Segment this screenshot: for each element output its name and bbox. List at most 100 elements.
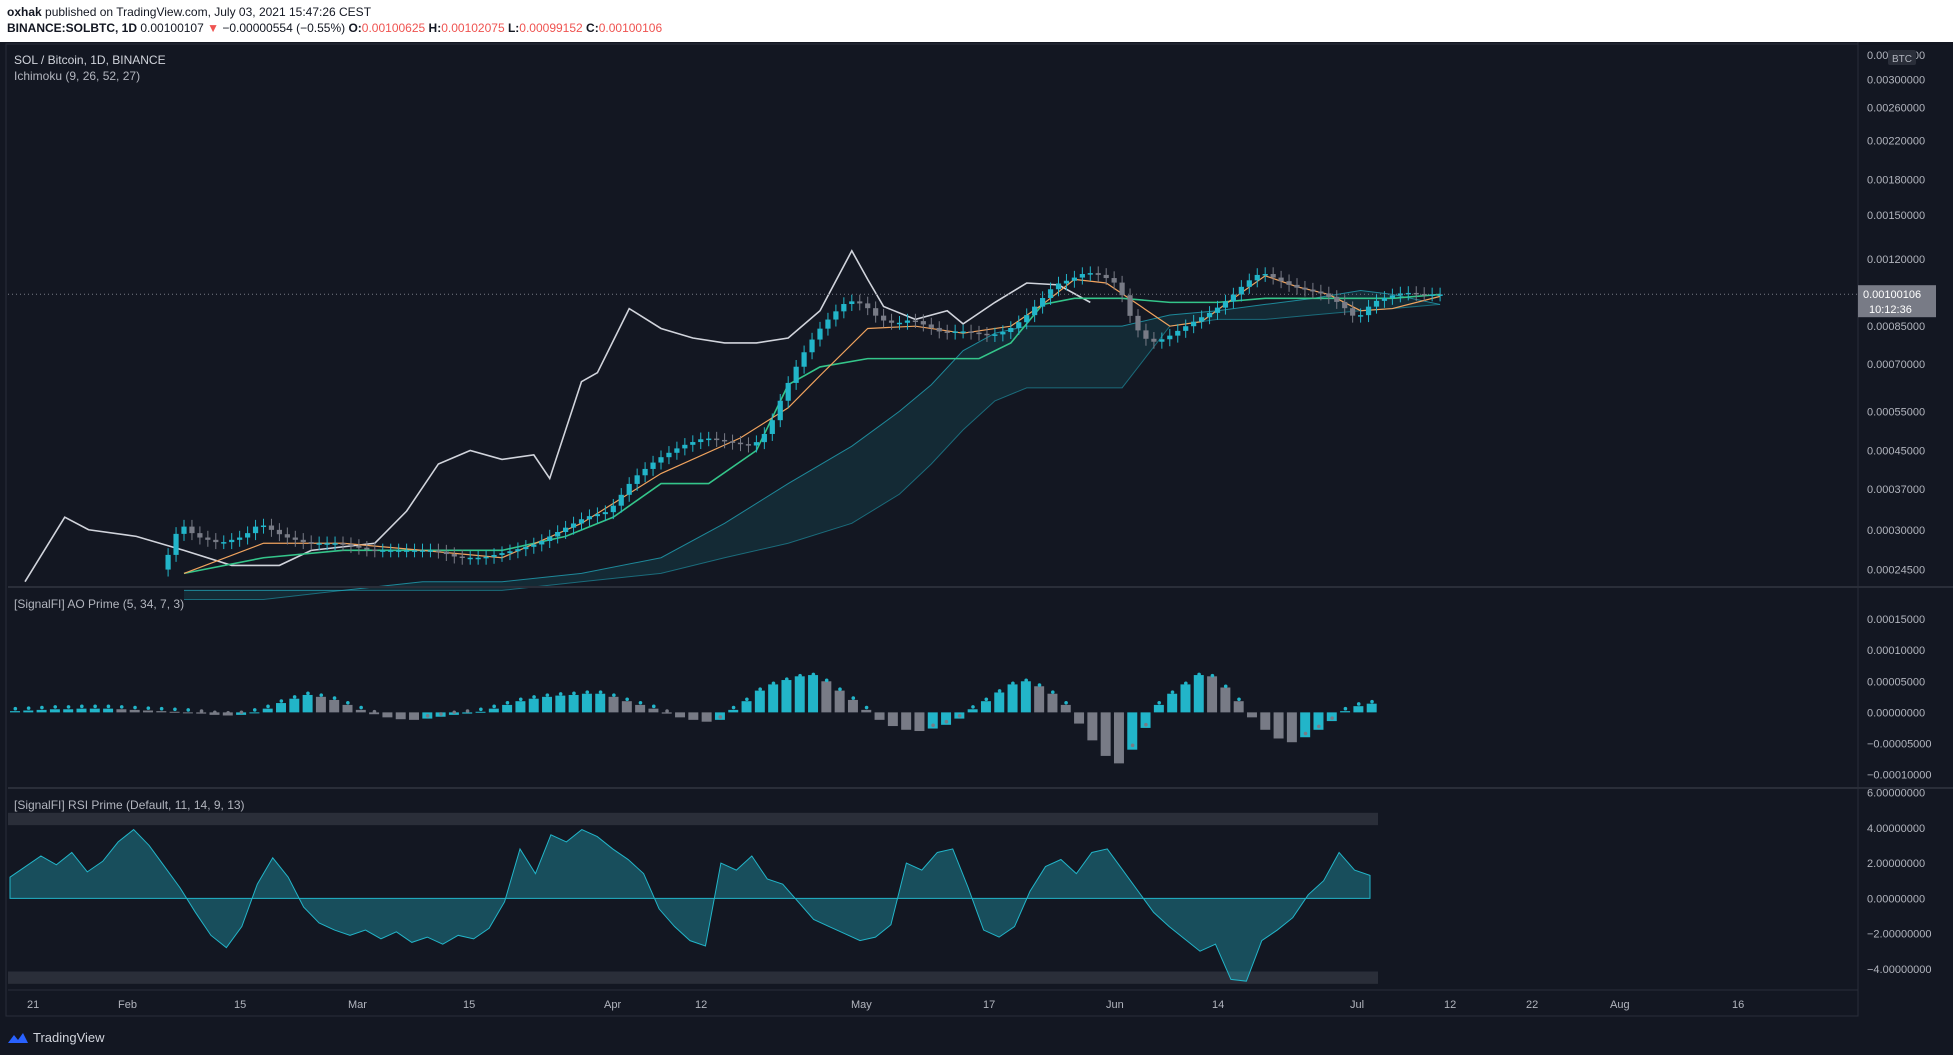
ao-signal-dot <box>213 710 217 715</box>
ao-bar <box>781 680 792 713</box>
candle-body <box>714 438 720 441</box>
ao-bar <box>1087 712 1098 741</box>
ao-bar <box>1340 711 1351 713</box>
close-value: 0.00100106 <box>598 21 663 35</box>
currency-label: BTC <box>1892 54 1912 65</box>
ao-bar <box>1286 712 1297 743</box>
lagging-span-line <box>24 249 1091 583</box>
candle-body <box>1318 291 1324 294</box>
candle-body <box>467 557 473 560</box>
candle-body <box>491 554 497 557</box>
ao-signal-dot <box>864 705 869 710</box>
candle-body <box>841 304 847 312</box>
candle-body <box>1127 295 1133 316</box>
publish-line: oxhak published on TradingView.com, July… <box>7 5 371 19</box>
price-axis-tick: 0.00037000 <box>1867 484 1925 496</box>
candle-body <box>1159 339 1165 342</box>
candle-body <box>944 331 950 333</box>
candle-body <box>1389 295 1395 298</box>
candle-body <box>539 541 545 545</box>
candle-body <box>252 526 259 534</box>
ao-signal-dot <box>1130 743 1135 748</box>
ao-bar <box>1113 712 1124 764</box>
ao-signal-dot <box>1184 681 1188 686</box>
price-axis-tick: 0.00220000 <box>1867 135 1925 147</box>
candle-body <box>1183 326 1189 331</box>
ao-signal-dot <box>119 705 124 709</box>
ao-signal-dot <box>758 687 762 692</box>
ao-bar <box>887 712 898 727</box>
ao-bar <box>129 709 140 713</box>
price-axis-tick: 0.00150000 <box>1867 210 1925 222</box>
ao-signal-dot <box>1343 706 1348 711</box>
candle-body <box>610 505 616 513</box>
price-pane[interactable]: SOL / Bitcoin, 1D, BINANCE Ichimoku (9, 2… <box>8 53 1858 600</box>
ao-bar <box>169 711 180 713</box>
candle-body <box>1413 292 1419 295</box>
price-axis-tick: 0.00085000 <box>1867 321 1925 333</box>
ao-bar <box>1047 693 1058 713</box>
ao-signal-dot <box>319 693 324 697</box>
ao-bar <box>794 676 805 713</box>
price-axis-tick: 0.00070000 <box>1867 359 1925 371</box>
candle-body <box>801 352 807 367</box>
ao-bar <box>103 708 114 713</box>
ao-bar <box>528 698 539 713</box>
ao-signal-dot <box>439 712 443 716</box>
currency-badge[interactable] <box>1888 50 1916 65</box>
time-axis-tick: Apr <box>604 999 621 1011</box>
chart-canvas[interactable]: SOL / Bitcoin, 1D, BINANCE Ichimoku (9, 2… <box>0 42 1953 1020</box>
ao-bar <box>1100 712 1111 756</box>
candle-body <box>229 539 235 543</box>
ao-bar <box>1153 704 1164 713</box>
candle-body <box>1358 315 1364 317</box>
ao-signal-dot <box>585 690 590 694</box>
ao-signal-dot <box>1157 700 1162 705</box>
candle-body <box>769 420 775 434</box>
ao-bar <box>901 712 912 730</box>
ao-bar <box>342 704 353 713</box>
time-axis-tick: Jun <box>1106 999 1124 1011</box>
candle-body <box>1040 298 1046 307</box>
ao-signal-dot <box>1104 749 1108 754</box>
publish-header: oxhak published on TradingView.com, July… <box>0 0 1953 42</box>
ao-signal-dot <box>239 710 244 715</box>
time-axis-tick: 21 <box>27 999 39 1011</box>
ao-pane[interactable]: [SignalFI] AO Prime (5, 34, 7, 3) <box>10 597 1377 764</box>
last-price-tag <box>1858 285 1936 318</box>
candle-body <box>1000 332 1006 335</box>
rsi-axis-tick: 6.00000000 <box>1867 788 1925 800</box>
ao-signal-dot <box>718 715 723 719</box>
ao-signal-dot <box>106 704 111 709</box>
ao-bar <box>1273 712 1284 739</box>
ao-signal-dot <box>598 690 603 694</box>
tradingview-logo[interactable]: TradingView <box>7 1030 105 1045</box>
ao-bar <box>76 708 87 713</box>
time-axis-tick: 12 <box>695 999 707 1011</box>
candle-body <box>443 551 449 555</box>
ao-signal-dot <box>1050 690 1055 694</box>
ao-signal-dot <box>1263 724 1268 729</box>
ao-bar <box>1060 704 1071 713</box>
ao-bar <box>1220 687 1231 713</box>
ao-signal-dot <box>1356 702 1361 706</box>
candle-body <box>1254 274 1260 281</box>
ao-signal-dot <box>133 705 137 710</box>
ao-signal-dot <box>1077 718 1082 723</box>
close-label: C: <box>586 21 599 35</box>
ao-signal-dot <box>931 723 935 728</box>
author-name[interactable]: oxhak <box>7 5 42 19</box>
candle-body <box>1016 322 1022 328</box>
candle-body <box>308 542 314 544</box>
rsi-pane[interactable]: [SignalFI] RSI Prime (Default, 11, 14, 9… <box>8 798 1378 984</box>
open-value: 0.00100625 <box>361 21 426 35</box>
ao-signal-dot <box>638 700 643 705</box>
candle-body <box>475 557 481 560</box>
price-axis-tick: 0.00120000 <box>1867 254 1925 266</box>
change-value: −0.00000554 (−0.55%) <box>222 21 346 35</box>
candle-body <box>1230 294 1236 302</box>
ao-signal-dot <box>651 704 656 709</box>
ao-signal-dot <box>917 725 922 730</box>
ao-signal-dot <box>186 708 191 712</box>
candle-body <box>451 554 457 557</box>
